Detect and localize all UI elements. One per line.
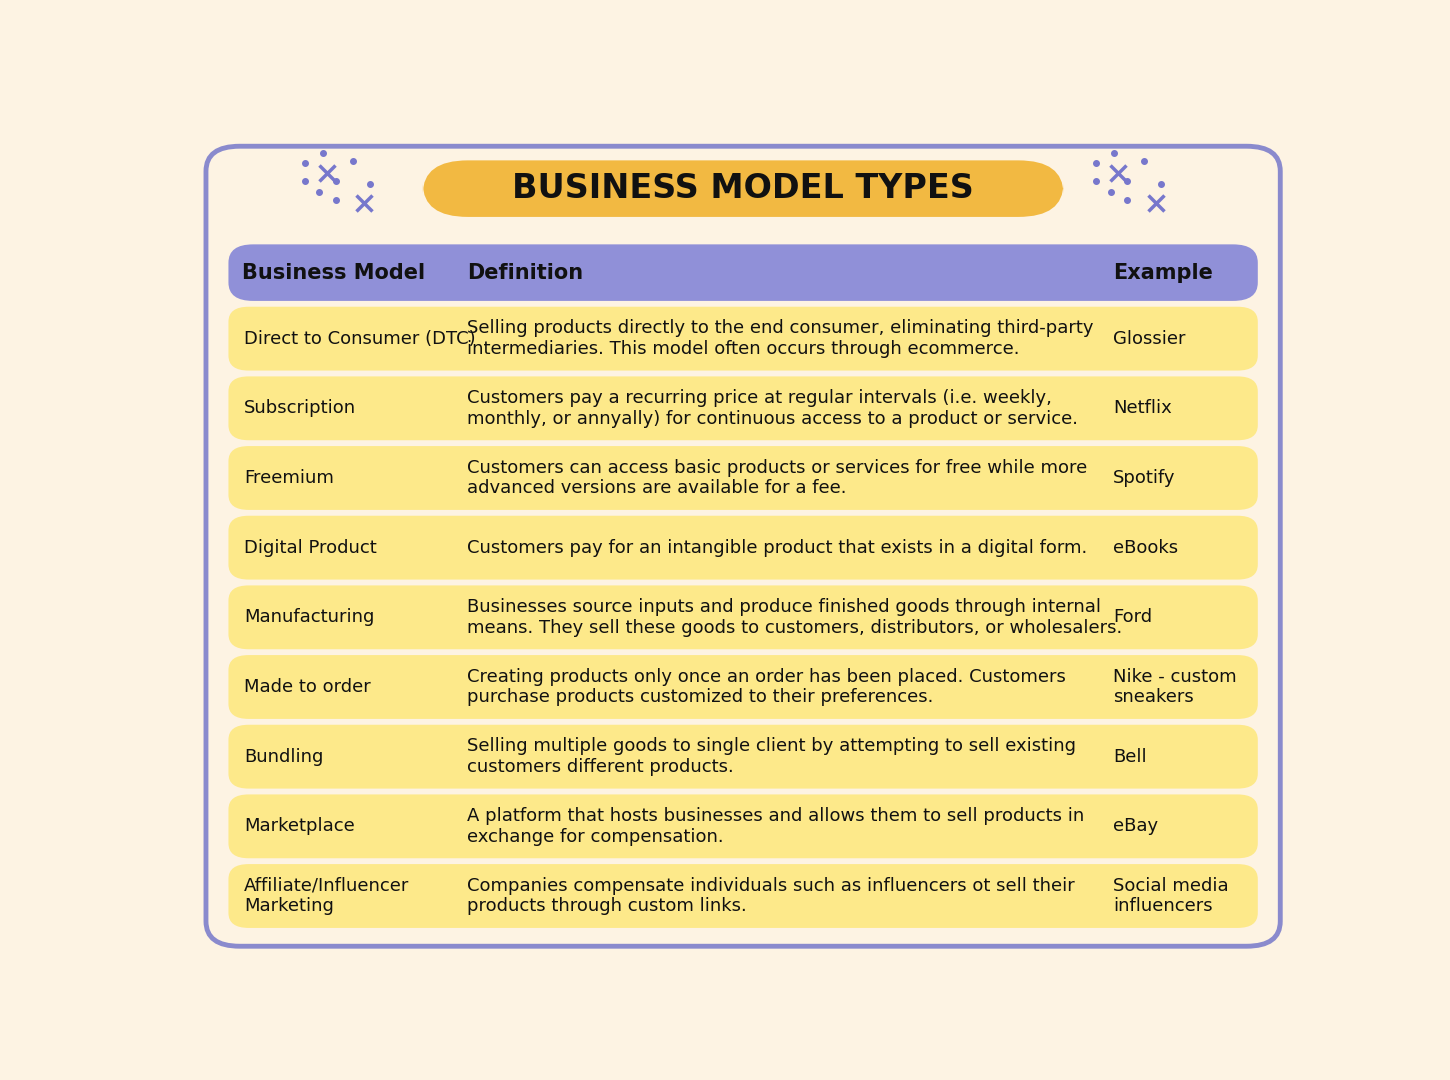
Text: Selling products directly to the end consumer, eliminating third-party
intermedi: Selling products directly to the end con… <box>467 320 1093 359</box>
Text: Made to order: Made to order <box>244 678 371 696</box>
Text: Ford: Ford <box>1112 608 1151 626</box>
Text: Glossier: Glossier <box>1112 329 1185 348</box>
Text: Customers can access basic products or services for free while more
advanced ver: Customers can access basic products or s… <box>467 459 1088 498</box>
Text: Customers pay a recurring price at regular intervals (i.e. weekly,
monthly, or a: Customers pay a recurring price at regul… <box>467 389 1077 428</box>
Text: Example: Example <box>1112 262 1212 283</box>
Text: Netflix: Netflix <box>1112 400 1172 417</box>
Text: Customers pay for an intangible product that exists in a digital form.: Customers pay for an intangible product … <box>467 539 1088 556</box>
FancyBboxPatch shape <box>229 725 1257 788</box>
Text: Freemium: Freemium <box>244 469 334 487</box>
FancyBboxPatch shape <box>229 244 1257 301</box>
FancyBboxPatch shape <box>229 656 1257 719</box>
FancyBboxPatch shape <box>229 516 1257 580</box>
FancyBboxPatch shape <box>229 864 1257 928</box>
FancyBboxPatch shape <box>229 795 1257 859</box>
Text: Manufacturing: Manufacturing <box>244 608 374 626</box>
Text: Definition: Definition <box>467 262 583 283</box>
Text: Affiliate/Influencer
Marketing: Affiliate/Influencer Marketing <box>244 877 409 916</box>
Text: Subscription: Subscription <box>244 400 357 417</box>
FancyBboxPatch shape <box>229 446 1257 510</box>
FancyBboxPatch shape <box>423 160 1063 217</box>
Text: Digital Product: Digital Product <box>244 539 377 556</box>
Text: eBooks: eBooks <box>1112 539 1177 556</box>
Text: Business Model: Business Model <box>242 262 425 283</box>
FancyBboxPatch shape <box>206 146 1280 946</box>
Text: Bell: Bell <box>1112 747 1147 766</box>
Text: BUSINESS MODEL TYPES: BUSINESS MODEL TYPES <box>512 172 974 205</box>
Text: Marketplace: Marketplace <box>244 818 355 835</box>
Text: Spotify: Spotify <box>1112 469 1176 487</box>
Text: A platform that hosts businesses and allows them to sell products in
exchange fo: A platform that hosts businesses and all… <box>467 807 1085 846</box>
Text: Nike - custom
sneakers: Nike - custom sneakers <box>1112 667 1237 706</box>
Text: Creating products only once an order has been placed. Customers
purchase product: Creating products only once an order has… <box>467 667 1066 706</box>
FancyBboxPatch shape <box>229 307 1257 370</box>
FancyBboxPatch shape <box>229 585 1257 649</box>
Text: Businesses source inputs and produce finished goods through internal
means. They: Businesses source inputs and produce fin… <box>467 598 1122 637</box>
Text: Selling multiple goods to single client by attempting to sell existing
customers: Selling multiple goods to single client … <box>467 738 1076 777</box>
Text: Bundling: Bundling <box>244 747 323 766</box>
Text: Companies compensate individuals such as influencers ot sell their
products thro: Companies compensate individuals such as… <box>467 877 1074 916</box>
Text: Social media
influencers: Social media influencers <box>1112 877 1228 916</box>
FancyBboxPatch shape <box>229 377 1257 441</box>
Text: Direct to Consumer (DTC): Direct to Consumer (DTC) <box>244 329 476 348</box>
Text: eBay: eBay <box>1112 818 1159 835</box>
